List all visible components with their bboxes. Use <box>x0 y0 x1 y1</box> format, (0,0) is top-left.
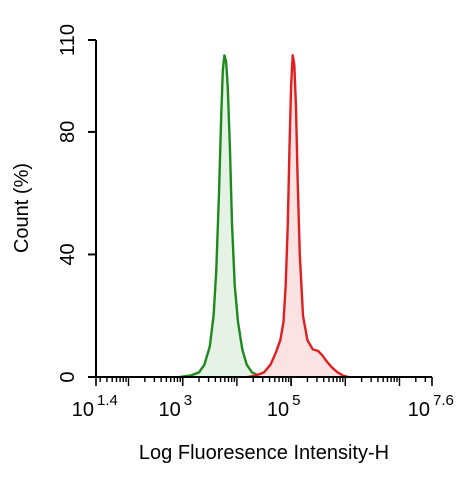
y-tick-label: 80 <box>57 121 79 143</box>
x-tick-label-base: 10 <box>72 399 94 421</box>
plot-area <box>179 54 349 379</box>
x-tick-label-base: 10 <box>267 399 289 421</box>
series-1-line <box>179 54 267 379</box>
x-tick-label-exponent: 5 <box>292 392 300 409</box>
y-axis-title: Count (%) <box>11 163 33 253</box>
x-tick-label-exponent: 1.4 <box>97 392 118 409</box>
x-tick-label-base: 10 <box>158 399 180 421</box>
x-tick-label-exponent: 3 <box>184 392 192 409</box>
y-tick-label: 0 <box>57 371 79 382</box>
series-1-area <box>180 55 267 378</box>
x-tick-label-base: 10 <box>408 399 430 421</box>
x-tick-label-exponent: 7.6 <box>433 392 454 409</box>
x-axis-title: Log Fluoresence Intensity-H <box>139 442 389 464</box>
series-2-line <box>247 54 349 379</box>
y-tick-label: 40 <box>57 243 79 265</box>
y-tick-label: 110 <box>57 24 79 56</box>
